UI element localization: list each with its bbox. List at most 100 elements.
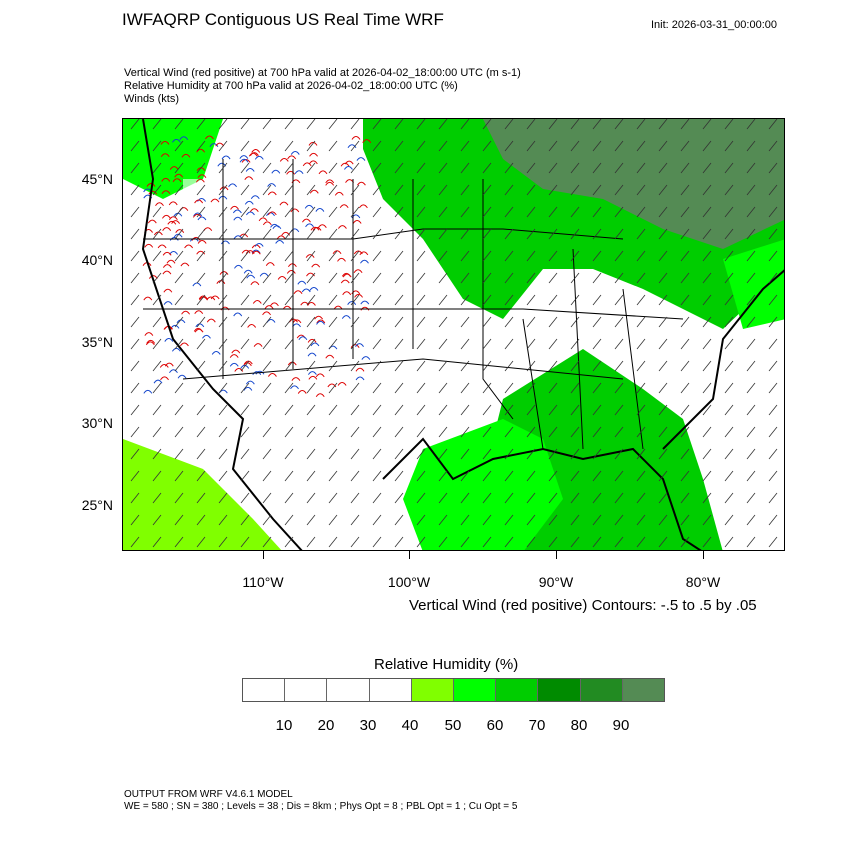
wind-barb bbox=[658, 228, 668, 240]
wind-barb bbox=[152, 228, 162, 240]
wind-barb bbox=[416, 360, 426, 372]
vertical-wind-contour bbox=[315, 373, 325, 378]
wind-barb bbox=[284, 228, 294, 240]
wind-barb bbox=[658, 426, 668, 438]
vertical-wind-contour bbox=[302, 218, 311, 223]
wind-barb bbox=[284, 184, 294, 196]
wind-barb bbox=[658, 514, 668, 526]
wind-barb bbox=[152, 162, 162, 174]
wind-barb bbox=[262, 536, 272, 548]
wind-barb bbox=[614, 250, 624, 262]
wind-barb bbox=[636, 316, 646, 328]
wind-barb bbox=[680, 536, 690, 548]
wind-barb bbox=[218, 470, 228, 482]
wind-barb bbox=[702, 272, 712, 284]
wind-barb bbox=[768, 228, 778, 240]
wind-barb bbox=[768, 250, 778, 262]
vertical-wind-contour bbox=[231, 349, 241, 354]
wind-barb bbox=[658, 382, 668, 394]
vertical-wind-contour bbox=[175, 229, 185, 233]
wind-barb bbox=[416, 404, 426, 416]
wind-barb bbox=[460, 338, 470, 350]
vertical-wind-contour bbox=[338, 225, 347, 229]
wind-barb bbox=[240, 140, 250, 152]
wind-barb bbox=[746, 492, 756, 504]
wind-barb bbox=[394, 338, 404, 350]
vertical-wind-contour bbox=[233, 312, 243, 317]
wind-barb bbox=[680, 162, 690, 174]
vertical-wind-contour bbox=[166, 259, 176, 264]
vertical-wind-contour bbox=[308, 160, 318, 165]
vertical-wind-contour bbox=[169, 166, 179, 170]
wind-barb bbox=[548, 338, 558, 350]
wind-barb bbox=[658, 206, 668, 218]
wind-barb bbox=[570, 162, 580, 174]
vertical-wind-contour bbox=[309, 152, 318, 157]
wind-barb bbox=[548, 536, 558, 548]
wind-barb bbox=[174, 250, 184, 262]
vertical-wind-contour bbox=[143, 296, 153, 301]
wind-barb bbox=[768, 272, 778, 284]
wind-barb bbox=[262, 294, 272, 306]
vertical-wind-contour bbox=[327, 383, 337, 388]
wind-barb bbox=[262, 162, 272, 174]
wind-barb bbox=[416, 338, 426, 350]
wind-barb bbox=[592, 119, 602, 130]
wind-barb bbox=[438, 162, 448, 174]
wind-barb bbox=[306, 250, 316, 262]
wind-barb bbox=[152, 448, 162, 460]
wind-barb bbox=[460, 492, 470, 504]
wind-barb bbox=[350, 272, 360, 284]
wind-barb bbox=[372, 250, 382, 262]
vertical-wind-contour bbox=[268, 373, 277, 377]
vertical-wind-contour bbox=[202, 334, 211, 339]
wind-barb bbox=[614, 272, 624, 284]
wind-barb bbox=[702, 294, 712, 306]
wind-barb bbox=[218, 492, 228, 504]
wind-barb bbox=[614, 448, 624, 460]
wind-barb bbox=[152, 140, 162, 152]
wind-barb bbox=[350, 536, 360, 548]
wind-barb bbox=[526, 338, 536, 350]
wind-barb bbox=[416, 272, 426, 284]
wind-barb bbox=[174, 316, 184, 328]
vertical-wind-contour bbox=[259, 272, 269, 277]
vertical-wind-contour bbox=[162, 270, 172, 275]
vertical-wind-contour bbox=[205, 135, 214, 140]
humidity-region-gulf bbox=[403, 419, 563, 550]
wind-barb bbox=[174, 206, 184, 218]
vertical-wind-contour bbox=[230, 205, 239, 210]
wind-barb bbox=[482, 228, 492, 240]
wind-barb bbox=[350, 448, 360, 460]
wind-barb bbox=[262, 514, 272, 526]
wind-barb bbox=[394, 272, 404, 284]
wind-barb bbox=[196, 272, 206, 284]
wind-barb bbox=[174, 448, 184, 460]
wind-barb bbox=[680, 206, 690, 218]
wind-barb bbox=[328, 360, 338, 372]
wind-barb bbox=[438, 119, 448, 130]
wind-barb bbox=[460, 470, 470, 482]
wind-barb bbox=[526, 382, 536, 394]
vertical-wind-contour bbox=[332, 250, 342, 255]
wind-barb bbox=[570, 206, 580, 218]
wind-barb bbox=[636, 228, 646, 240]
colorbar-cell bbox=[538, 679, 581, 701]
wind-barb bbox=[592, 426, 602, 438]
vertical-wind-contours bbox=[142, 135, 372, 398]
wind-barb bbox=[350, 162, 360, 174]
wind-barb bbox=[262, 228, 272, 240]
wind-barb bbox=[372, 272, 382, 284]
wind-barb bbox=[306, 140, 316, 152]
colorbar-label: 30 bbox=[359, 717, 377, 734]
subtitle-winds: Winds (kts) bbox=[124, 93, 179, 105]
wind-barb bbox=[570, 338, 580, 350]
wind-barb bbox=[394, 360, 404, 372]
vertical-wind-contour bbox=[353, 250, 363, 255]
wind-barb bbox=[174, 514, 184, 526]
wind-barb bbox=[328, 228, 338, 240]
wind-barb bbox=[768, 404, 778, 416]
wind-barb bbox=[482, 448, 492, 460]
vertical-wind-contour bbox=[290, 208, 300, 213]
wind-barb bbox=[504, 272, 514, 284]
